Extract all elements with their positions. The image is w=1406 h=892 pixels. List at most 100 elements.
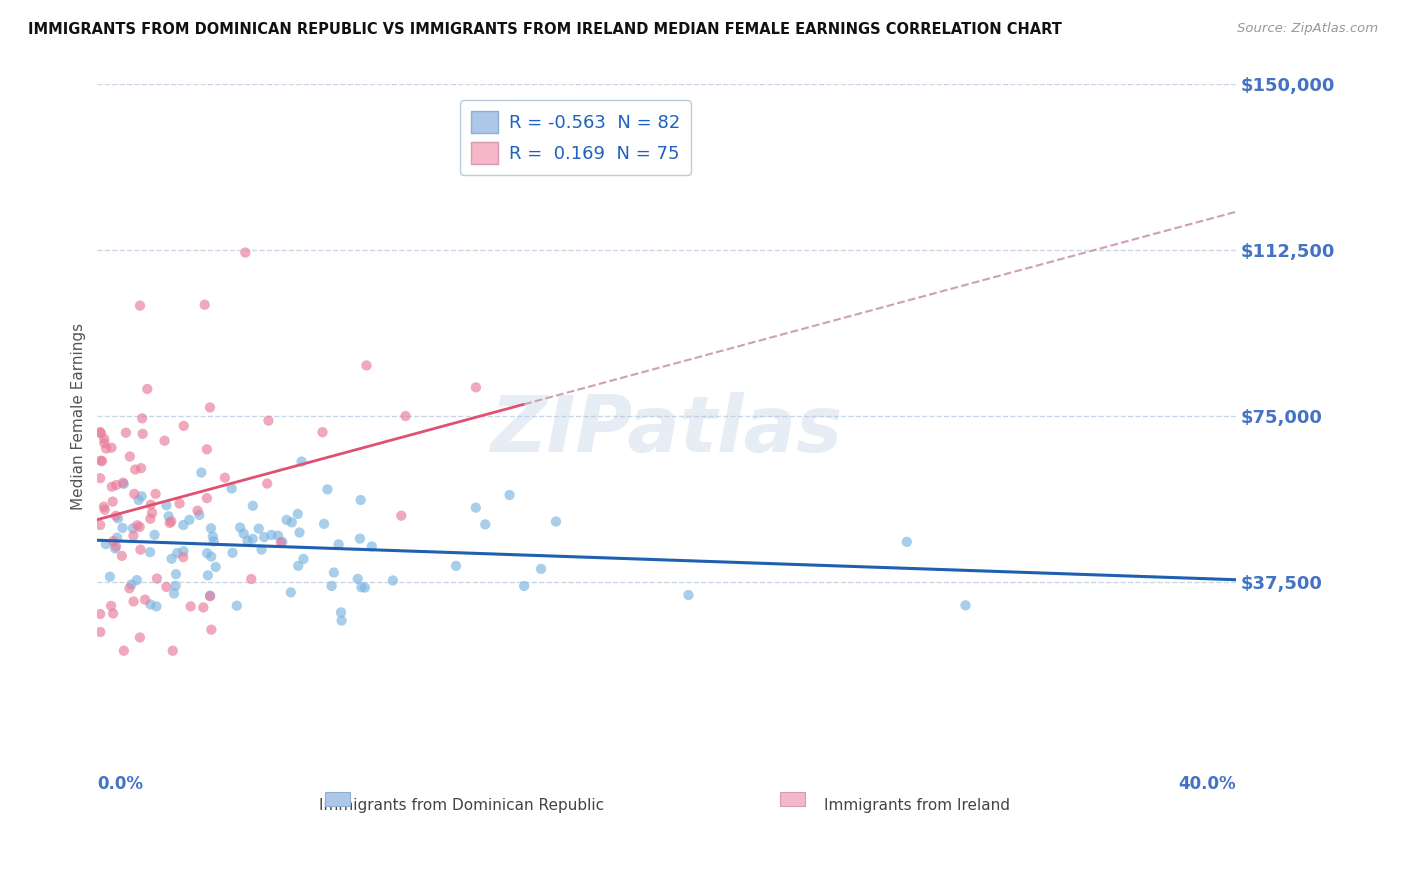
Point	[360, 540, 382, 554]
Point	[194, 298, 217, 312]
Point	[321, 579, 343, 593]
Point	[166, 546, 188, 560]
Point	[125, 573, 148, 587]
Point	[328, 537, 350, 551]
Point	[200, 623, 222, 637]
Point	[139, 545, 162, 559]
Point	[121, 521, 143, 535]
Point	[143, 527, 166, 541]
Point	[139, 498, 162, 512]
Point	[115, 425, 138, 440]
Point	[287, 558, 309, 573]
Point	[312, 516, 335, 531]
Point	[316, 483, 339, 497]
Point	[250, 542, 273, 557]
Point	[89, 471, 111, 485]
Point	[389, 508, 412, 523]
Point	[104, 508, 127, 523]
Point	[346, 572, 368, 586]
Point	[179, 513, 201, 527]
Point	[280, 585, 302, 599]
Point	[311, 425, 333, 440]
Point	[155, 498, 177, 512]
Point	[186, 503, 208, 517]
Point	[172, 544, 194, 558]
Point	[134, 592, 156, 607]
Point	[544, 515, 567, 529]
Point	[381, 574, 404, 588]
Point	[136, 382, 159, 396]
Point	[240, 572, 263, 586]
Point	[162, 644, 184, 658]
Point	[146, 572, 169, 586]
Point	[173, 418, 195, 433]
Point	[111, 549, 134, 563]
Point	[394, 409, 416, 423]
Point	[155, 580, 177, 594]
Point	[93, 436, 115, 450]
FancyBboxPatch shape	[325, 792, 350, 806]
Point	[89, 607, 111, 621]
Point	[253, 530, 276, 544]
Point	[356, 359, 378, 373]
Point	[122, 594, 145, 608]
Point	[129, 461, 152, 475]
Point	[498, 488, 520, 502]
Point	[198, 589, 221, 603]
Point	[188, 508, 211, 522]
Point	[118, 582, 141, 596]
Point	[122, 487, 145, 501]
Point	[160, 551, 183, 566]
Point	[276, 513, 298, 527]
Point	[101, 494, 124, 508]
Point	[464, 500, 486, 515]
Point	[157, 509, 180, 524]
Text: Source: ZipAtlas.com: Source: ZipAtlas.com	[1237, 22, 1378, 36]
Point	[112, 476, 135, 491]
Point	[124, 462, 146, 476]
Point	[131, 426, 153, 441]
Point	[145, 487, 167, 501]
Point	[292, 552, 315, 566]
Point	[91, 454, 114, 468]
Point	[270, 535, 292, 549]
Point	[678, 588, 700, 602]
Legend: R = -0.563  N = 82, R =  0.169  N = 75: R = -0.563 N = 82, R = 0.169 N = 75	[460, 100, 690, 175]
Point	[955, 599, 977, 613]
Point	[131, 411, 153, 425]
Point	[104, 539, 127, 553]
Point	[105, 531, 128, 545]
Point	[89, 425, 111, 439]
Point	[444, 558, 467, 573]
Point	[201, 530, 224, 544]
Point	[105, 478, 128, 492]
Point	[198, 401, 221, 415]
Point	[100, 441, 122, 455]
Point	[112, 475, 135, 490]
Point	[221, 546, 243, 560]
Point	[195, 491, 218, 505]
Point	[290, 454, 312, 468]
Point	[127, 518, 149, 533]
Point	[153, 434, 176, 448]
Point	[190, 466, 212, 480]
Point	[139, 512, 162, 526]
Point	[93, 502, 115, 516]
Point	[464, 380, 486, 394]
Point	[118, 450, 141, 464]
Point	[281, 516, 304, 530]
Point	[139, 598, 162, 612]
Point	[233, 245, 256, 260]
Point	[89, 518, 111, 533]
Point	[214, 471, 236, 485]
Point	[131, 489, 153, 503]
Point	[197, 568, 219, 582]
Point	[172, 550, 194, 565]
Point	[111, 521, 134, 535]
Point	[100, 599, 122, 613]
Point	[112, 644, 135, 658]
Point	[172, 518, 194, 533]
Text: ZIPatlas: ZIPatlas	[491, 392, 842, 467]
Point	[107, 511, 129, 525]
Point	[896, 534, 918, 549]
